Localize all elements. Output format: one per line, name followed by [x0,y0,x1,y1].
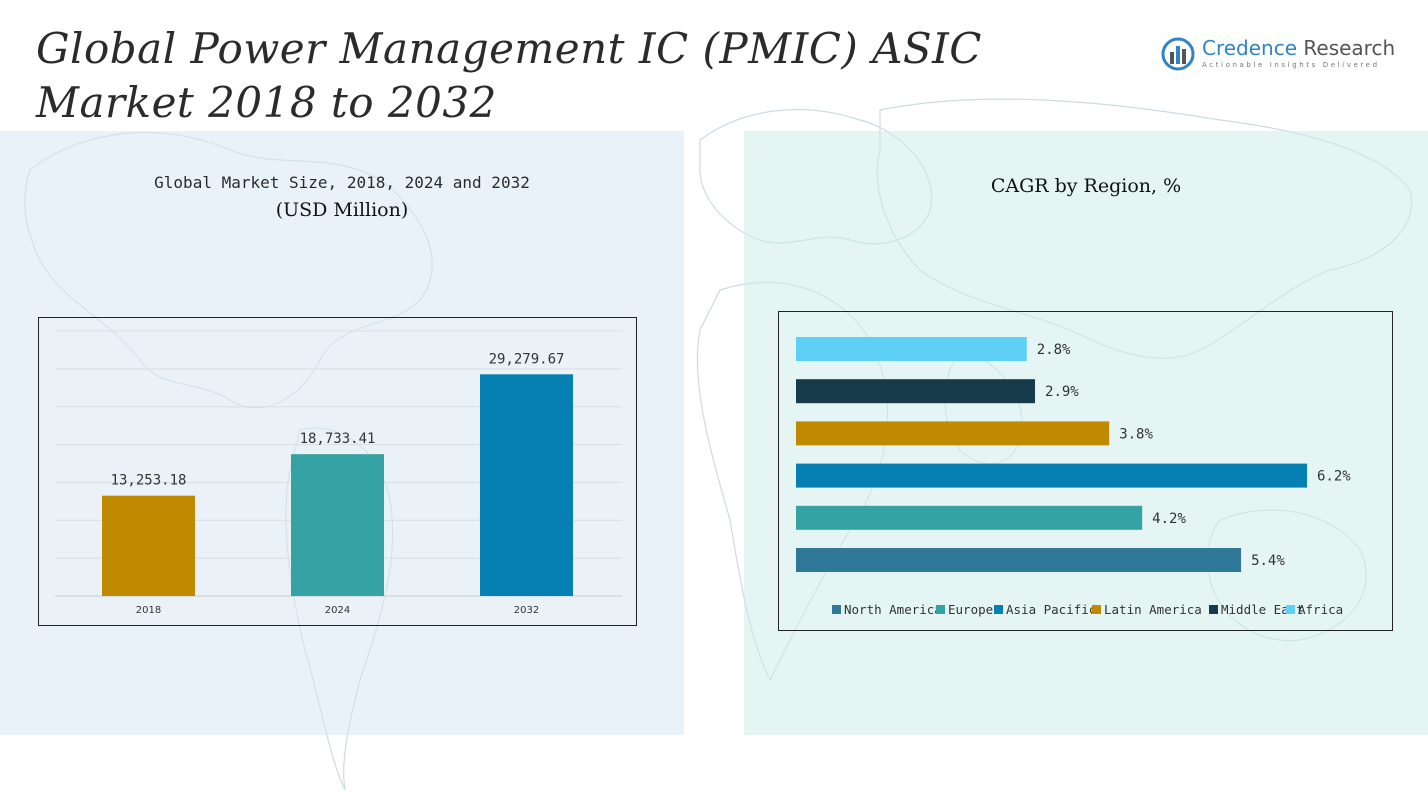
legend-swatch [832,605,841,614]
bar-chart-subtitle: (USD Million) [275,199,409,221]
bar-value-label: 13,253.18 [111,473,187,489]
legend-swatch [1286,605,1295,614]
cagr-bar-europe [796,505,1143,530]
legend-swatch [1092,605,1101,614]
legend-label: Asia Pacific [1006,602,1096,617]
cagr-value-label: 2.9% [1045,384,1079,400]
cagr-legend: North America Europe Asia Pacific Latin Ame… [832,602,1343,617]
logo-tagline: Actionable Insights Delivered [1202,61,1380,69]
logo-name: Credence Research [1202,36,1395,60]
x-tick-label: 2032 [514,605,539,616]
cagr-value-label: 4.2% [1152,511,1186,527]
bar-2018 [102,495,195,596]
cagr-value-label: 6.2% [1317,469,1351,485]
legend-swatch [936,605,945,614]
bar-value-label: 18,733.41 [300,431,376,447]
cagr-bar-middle-east [796,379,1036,404]
brand-logo: Credence Research Actionable Insights De… [1160,36,1400,76]
page-title: Global Power Management IC (PMIC) ASIC M… [36,24,982,127]
cagr-chart: 2.8% 2.9% 3.8% 6.2% 4.2% 5.4% North America Eur… [778,311,1393,631]
cagr-bar-asia-pacific [796,463,1307,488]
market-size-chart: 13,253.18 2018 18,733.41 2024 29,279.67 2032 [38,317,637,626]
bar-2032 [480,374,573,596]
logo-name-part1: Credence [1202,36,1298,60]
cagr-value-label: 3.8% [1119,426,1153,442]
market-size-chart-svg: 13,253.18 2018 18,733.41 2024 29,279.67 2032 [55,330,622,616]
bar-2024 [291,454,384,596]
legend-label: Middle East [1221,602,1304,617]
cagr-bar-north-america [796,548,1242,572]
bar-value-label: 29,279.67 [489,351,565,367]
x-tick-label: 2024 [325,605,350,616]
x-tick-label: 2018 [136,605,161,616]
bar-chart-title: Global Market Size, 2018, 2024 and 2032 [154,173,530,192]
cagr-bar-africa [796,337,1027,361]
legend-swatch [994,605,1003,614]
cagr-chart-title: CAGR by Region, % [990,175,1182,197]
legend-label: Europe [948,602,993,617]
legend-label: North America [844,602,942,617]
cagr-value-label: 5.4% [1251,553,1285,569]
legend-label: Latin America [1104,602,1202,617]
cagr-chart-svg: 2.8% 2.9% 3.8% 6.2% 4.2% 5.4% North America Eur… [796,337,1351,617]
credence-logo-icon [1161,37,1195,71]
logo-name-part2: Research [1297,36,1396,60]
cagr-value-label: 2.8% [1037,342,1071,358]
cagr-bar-latin-america [796,421,1110,446]
legend-label: Africa [1298,602,1343,617]
legend-swatch [1209,605,1218,614]
